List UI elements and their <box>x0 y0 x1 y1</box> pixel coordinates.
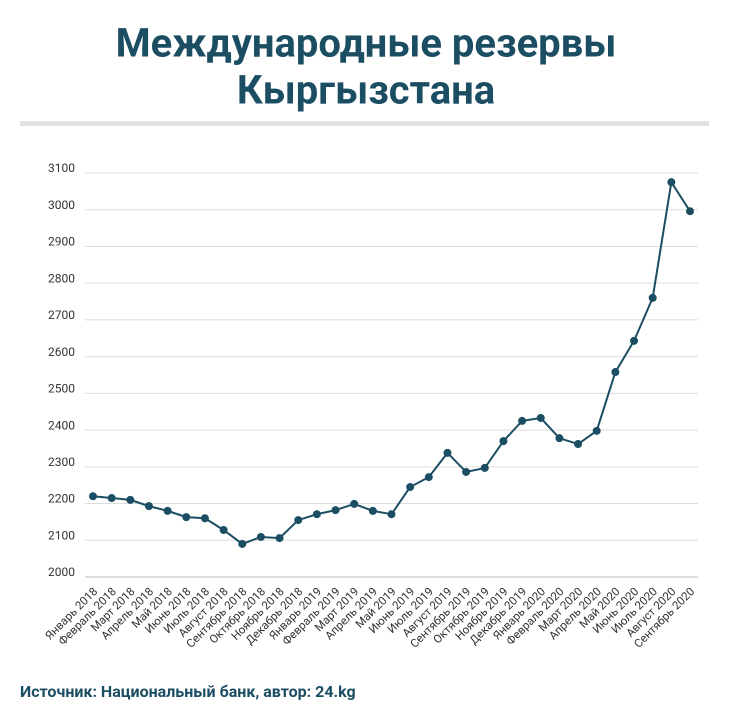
point <box>238 539 247 548</box>
point <box>518 416 527 425</box>
y-tick-label: 2200 <box>48 492 75 506</box>
y-tick-label: 2500 <box>48 382 75 396</box>
y-tick-label: 2600 <box>48 345 75 359</box>
point <box>126 495 135 504</box>
point <box>555 434 564 443</box>
point <box>89 492 97 501</box>
y-tick-label: 2900 <box>48 235 75 249</box>
point <box>387 510 396 519</box>
point <box>294 516 303 525</box>
chart-title: Кыргызстана <box>237 67 495 114</box>
point <box>200 514 209 523</box>
point <box>686 207 694 216</box>
divider <box>20 121 709 126</box>
point <box>107 494 116 503</box>
line <box>92 179 691 546</box>
point <box>331 506 340 515</box>
y-tick-label: 2800 <box>48 271 75 285</box>
point <box>499 437 508 446</box>
point <box>424 473 433 482</box>
point <box>536 413 545 422</box>
point <box>611 368 620 377</box>
point <box>574 440 583 449</box>
point <box>406 483 415 492</box>
point <box>368 506 377 515</box>
point <box>630 336 639 345</box>
y-tick-label: 2400 <box>48 418 75 432</box>
point <box>443 448 452 457</box>
point <box>462 467 471 476</box>
point <box>163 506 172 515</box>
y-tick-label: 2000 <box>48 565 75 579</box>
point <box>144 502 153 511</box>
point <box>350 499 359 508</box>
y-tick-label: 2100 <box>48 528 75 542</box>
y-tick-label: 3100 <box>48 161 75 175</box>
point <box>275 534 284 543</box>
y-tick-label: 2700 <box>48 308 75 322</box>
point <box>312 510 321 519</box>
point <box>648 293 657 302</box>
point <box>219 525 228 534</box>
point <box>480 463 489 472</box>
y-tick-label: 3000 <box>48 198 75 212</box>
point <box>592 426 601 435</box>
point <box>667 178 676 187</box>
chart-title: Международные резервы <box>116 20 617 67</box>
point <box>182 513 191 522</box>
source: Источник: Национальный банк, автор: 24.k… <box>20 682 356 701</box>
point <box>256 532 265 541</box>
y-tick-label: 2300 <box>48 455 75 469</box>
